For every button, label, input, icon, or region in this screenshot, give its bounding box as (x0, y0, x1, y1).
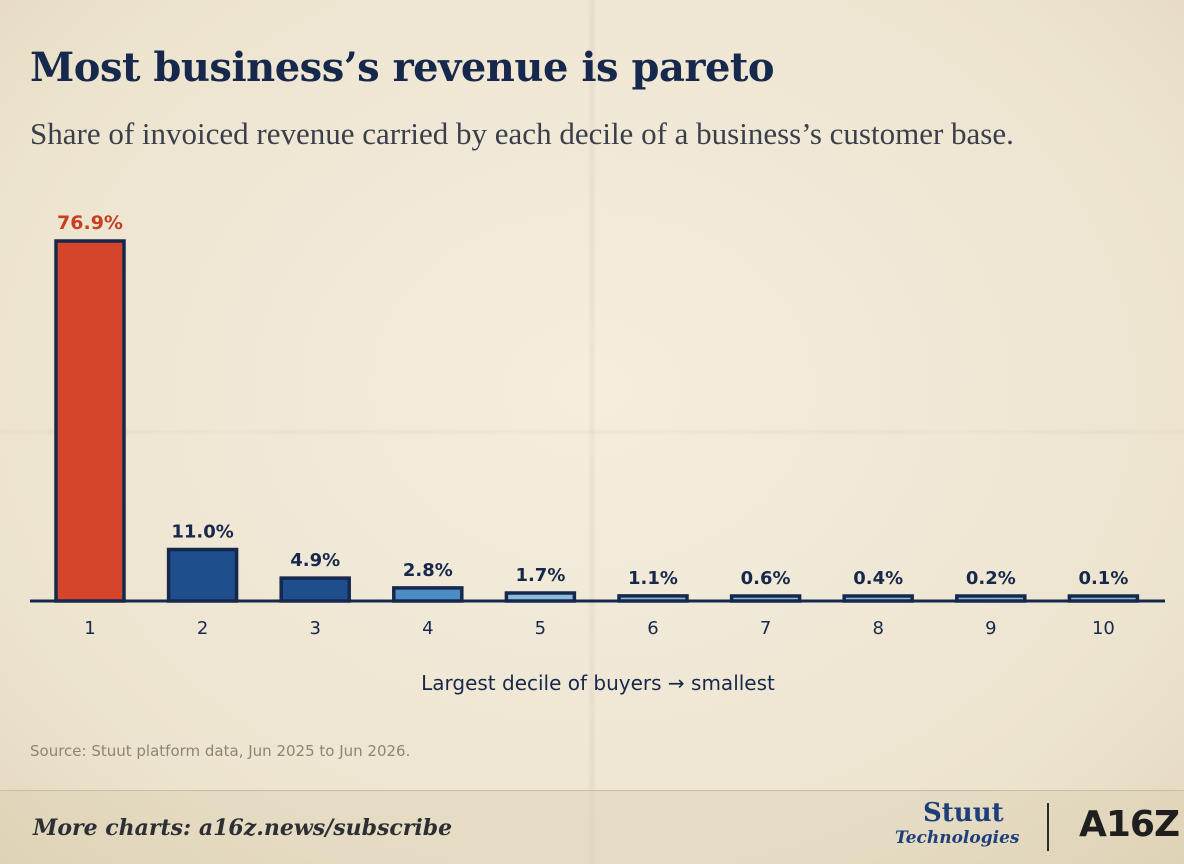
value-label-5: 1.7% (515, 565, 565, 586)
value-label-3: 4.9% (290, 550, 340, 571)
stuut-logo-line1: Stuut (923, 798, 1004, 828)
x-tick-9: 9 (985, 618, 996, 639)
chart-subtitle: Share of invoiced revenue carried by eac… (30, 116, 1014, 151)
more-charts-link[interactable]: More charts: a16z.news/subscribe (33, 815, 453, 841)
bar-3 (279, 576, 351, 603)
chart-title: Most business’s revenue is pareto (30, 44, 775, 91)
value-label-2: 11.0% (171, 522, 233, 543)
value-label-9: 0.2% (966, 568, 1016, 589)
x-tick-10: 10 (1092, 618, 1115, 639)
bar-chart: 76.9% 1 11.0% 2 4.9% 3 2.8% 4 1.7% 5 1.1% 6 0.6% 7 0.4… (30, 212, 1165, 695)
footer-divider (0, 790, 1184, 791)
value-label-10: 0.1% (1078, 568, 1128, 589)
x-tick-3: 3 (309, 618, 320, 639)
x-tick-2: 2 (197, 618, 208, 639)
stuut-technologies-logo: Stuut Technologies (893, 798, 1025, 856)
x-tick-5: 5 (535, 618, 546, 639)
footer-band (0, 791, 1184, 864)
bar-4 (392, 586, 464, 603)
value-label-6: 1.1% (628, 568, 678, 589)
value-label-8: 0.4% (853, 568, 903, 589)
value-label-4: 2.8% (403, 560, 453, 581)
x-tick-1: 1 (84, 618, 95, 639)
value-label-1: 76.9% (57, 212, 123, 234)
source-note: Source: Stuut platform data, Jun 2025 to… (30, 742, 411, 760)
value-label-7: 0.6% (741, 568, 791, 589)
x-tick-7: 7 (760, 618, 771, 639)
x-tick-4: 4 (422, 618, 433, 639)
x-axis-label: Largest decile of buyers → smallest (421, 671, 775, 695)
x-tick-6: 6 (647, 618, 658, 639)
bar-2 (166, 547, 239, 603)
x-tick-8: 8 (872, 618, 883, 639)
logo-divider (1047, 803, 1049, 851)
bar-1 (54, 239, 126, 603)
stuut-logo-line2: Technologies (895, 828, 1020, 848)
a16z-logo: A16Z (1079, 804, 1180, 845)
